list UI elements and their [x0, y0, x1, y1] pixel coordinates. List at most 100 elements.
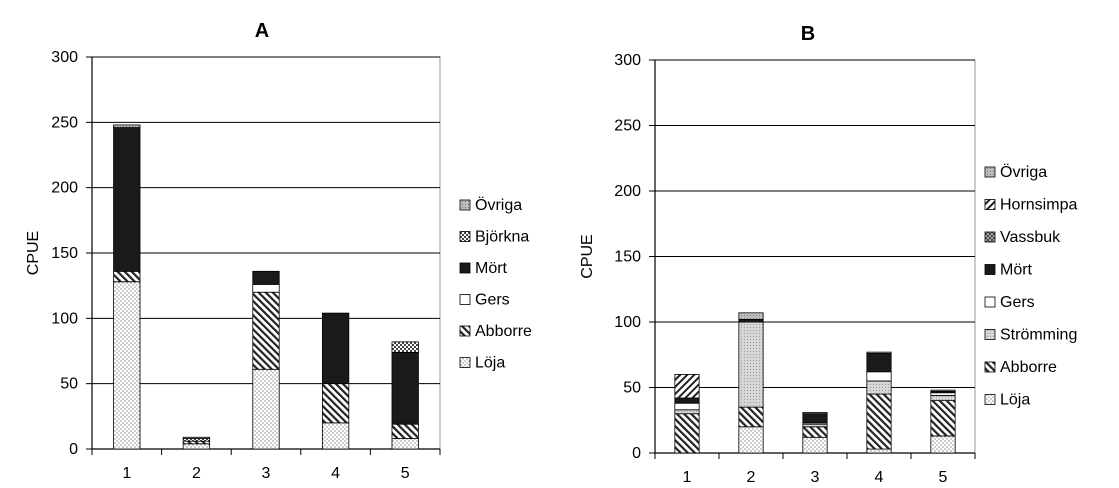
bar-segment [866, 351, 892, 354]
x-tick-label: 1 [122, 465, 131, 482]
bar-segment [930, 435, 956, 454]
legend-swatch [459, 357, 471, 368]
legend-swatch [459, 231, 471, 242]
legend-label: Övriga [1000, 163, 1047, 181]
bar-segment [321, 312, 350, 385]
bar-segment [802, 436, 828, 454]
x-tick-label: 2 [192, 465, 201, 482]
bar-segment [674, 413, 700, 454]
bar-segment [252, 270, 280, 285]
legend-label: Hornsimpa [1000, 197, 1077, 214]
legend-label: Abborre [1000, 359, 1057, 376]
legend-label: Övriga [475, 196, 522, 214]
bar-segment [674, 373, 700, 399]
chart-title: A [255, 20, 269, 42]
bar-segment [674, 402, 700, 411]
bar-segment [182, 443, 211, 450]
x-tick-label: 4 [331, 465, 340, 482]
legend-label: Björkna [475, 229, 529, 246]
bar-segment [113, 270, 141, 283]
legend-label: Mört [475, 260, 508, 277]
y-tick-label: 200 [614, 183, 641, 200]
bar-segment [113, 124, 141, 128]
y-axis-title: CPUE [25, 231, 42, 275]
bar-segment [674, 409, 700, 415]
bar-segment [252, 368, 280, 450]
y-tick-label: 100 [51, 310, 78, 327]
bar-segment [252, 291, 280, 370]
legend-swatch [984, 394, 996, 405]
legend-swatch [984, 361, 996, 373]
x-tick-label: 3 [262, 465, 271, 482]
bar-segment [321, 383, 350, 424]
y-tick-label: 200 [51, 180, 78, 197]
legend-swatch [984, 231, 996, 243]
y-tick-label: 150 [614, 249, 641, 266]
legend-swatch [459, 262, 471, 274]
bar-segment [113, 281, 141, 450]
legend-swatch [459, 199, 471, 211]
y-tick-label: 50 [623, 380, 641, 397]
legend-label: Abborre [475, 323, 532, 340]
legend-swatch [459, 325, 471, 337]
chart-b: 0 50 100 150 200 250 300 1 2 3 4 5 B CPUE Övriga Hornsi… [579, 23, 1077, 486]
x-tick-label: 3 [811, 469, 820, 486]
y-tick-label: 250 [51, 114, 78, 131]
legend-swatch [459, 294, 471, 305]
bar-segment [866, 448, 892, 454]
legend-swatch [984, 264, 996, 275]
bar-segment [391, 351, 419, 425]
bar-segment [321, 422, 350, 450]
x-tick-label: 5 [401, 465, 410, 482]
legend-label: Löja [475, 355, 505, 372]
y-tick-label: 150 [51, 245, 78, 262]
bar-segment [802, 411, 828, 415]
bar-segment [930, 389, 956, 392]
legend-label: Löja [1000, 392, 1030, 409]
bar-segment [866, 393, 892, 450]
legend-label: Vassbuk [1000, 229, 1061, 246]
legend-label: Strömming [1000, 327, 1077, 344]
x-tick-label: 4 [875, 469, 884, 486]
bar-segment [930, 400, 956, 437]
chart-a: 0 50 100 150 200 250 300 1 2 3 4 5 A CPUE Övriga Björkn… [25, 20, 532, 482]
y-tick-label: 250 [614, 118, 641, 135]
bar-segment [930, 394, 956, 401]
bar-segment [674, 397, 700, 404]
legend-swatch [984, 199, 996, 210]
bar-segment [113, 127, 141, 272]
legend-label: Mört [1000, 262, 1033, 279]
legend: Övriga Björkna Mört Gers Abborre Löja [459, 196, 532, 372]
bar-segment [802, 426, 828, 438]
chart-title: B [801, 23, 815, 45]
bar-segment [802, 413, 828, 424]
legend: Övriga Hornsimpa Vassbuk Mört Gers Strömming A… [984, 163, 1077, 409]
bar-segment [182, 436, 211, 439]
legend-swatch [984, 166, 996, 178]
bar-segment [866, 371, 892, 382]
legend-swatch [984, 329, 996, 340]
y-tick-label: 100 [614, 314, 641, 331]
x-tick-label: 5 [939, 469, 948, 486]
y-tick-label: 0 [632, 445, 641, 462]
bar-segment [866, 353, 892, 373]
legend-swatch [984, 296, 996, 308]
bar-segment [738, 321, 764, 408]
bar-segment [866, 380, 892, 395]
bar-segment [738, 312, 764, 320]
bar-segment [391, 423, 419, 439]
y-tick-label: 300 [51, 49, 78, 66]
y-tick-label: 0 [69, 441, 78, 458]
bar-segment [391, 341, 419, 353]
bar-segment [391, 438, 419, 450]
y-tick-label: 300 [614, 52, 641, 69]
y-tick-label: 50 [60, 376, 78, 393]
bar-segment [738, 426, 764, 454]
legend-label: Gers [1000, 294, 1035, 311]
x-tick-label: 1 [683, 469, 692, 486]
bar-segment [738, 406, 764, 428]
legend-label: Gers [475, 292, 510, 309]
y-axis-title: CPUE [579, 234, 596, 278]
